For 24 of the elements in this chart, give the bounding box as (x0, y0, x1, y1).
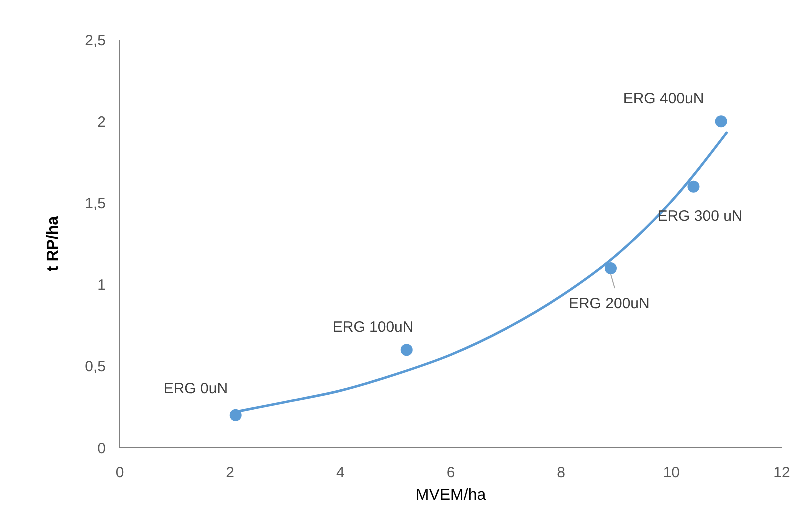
y-axis-title: t RP/ha (45, 216, 62, 272)
x-tick-label: 6 (446, 464, 456, 482)
annotation: ERG 300 uN (658, 208, 743, 225)
y-tick-label: 2,5 (85, 32, 106, 50)
y-tick-label: 2 (98, 114, 106, 131)
annotation: ERG 200uN (568, 295, 650, 312)
point (400, 344, 413, 356)
annotation: ERG 100uN (332, 319, 414, 336)
x-tick-label: 0 (116, 464, 124, 482)
point (715, 116, 728, 128)
x-tick-label: 12 (774, 464, 790, 482)
y-tick-label: 0,5 (85, 358, 106, 376)
point (604, 262, 617, 274)
x-tick-label: 2 (226, 464, 235, 482)
x-tick-label: 4 (336, 464, 345, 482)
y-tick-label: 1,5 (85, 195, 106, 212)
x-tick-label: 8 (557, 464, 566, 482)
annotation: ERG 0uN (164, 380, 228, 398)
point (688, 180, 700, 193)
y-tick-label: 0 (98, 440, 106, 458)
annotation: ERG 400uN (623, 90, 704, 108)
x-axis-title: MVEM/ha (416, 487, 486, 504)
y-tick-label: 1 (98, 277, 106, 294)
x-tick-label: 10 (663, 464, 680, 482)
